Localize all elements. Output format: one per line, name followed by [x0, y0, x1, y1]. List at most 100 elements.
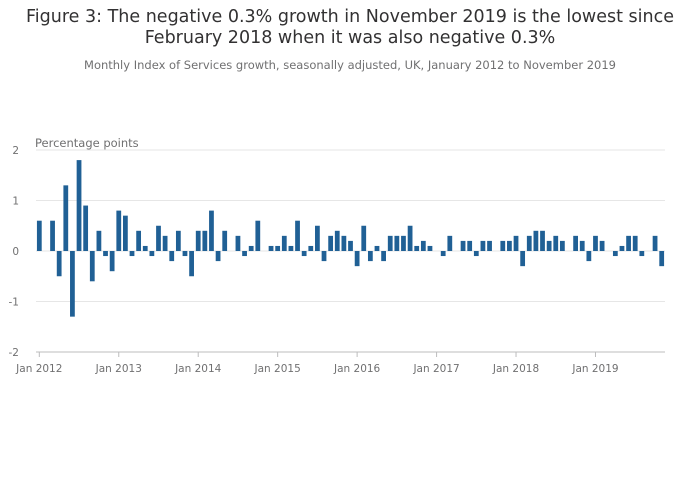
bar [440, 251, 446, 257]
x-tick-label: Jan 2016 [333, 363, 381, 375]
bars [36, 160, 665, 317]
y-tick-label: 2 [12, 145, 19, 157]
bar [36, 220, 42, 251]
bar [407, 225, 413, 251]
bar [288, 245, 294, 251]
bar [573, 235, 578, 251]
bar [116, 210, 122, 251]
bar [361, 225, 367, 251]
bar [248, 245, 254, 251]
bar [500, 240, 506, 251]
bar [513, 235, 519, 251]
bar [381, 251, 386, 262]
chart-subtitle: Monthly Index of Services growth, season… [84, 58, 616, 72]
bar [639, 251, 645, 257]
bar [599, 240, 605, 251]
bar [387, 235, 393, 251]
bar [76, 160, 82, 251]
y-tick-labels: 2 1 0 -1 -2 [9, 145, 19, 359]
bar [142, 245, 148, 251]
bar [103, 251, 108, 257]
y-tick-label: 1 [12, 196, 19, 208]
bar [83, 205, 89, 251]
bar [50, 220, 55, 251]
bar [242, 251, 247, 257]
y-axis-label: Percentage points [35, 136, 139, 150]
bar [162, 235, 168, 251]
bar [295, 220, 300, 251]
bar [619, 245, 625, 251]
bar [427, 245, 433, 251]
bar [129, 251, 135, 257]
bar [202, 230, 208, 251]
bar [235, 235, 241, 251]
bar [189, 251, 194, 277]
bar [209, 210, 214, 251]
y-tick-label: -2 [9, 347, 19, 359]
x-tick-label: Jan 2019 [571, 363, 618, 375]
x-tick-label: Jan 2014 [174, 363, 222, 375]
bar [281, 235, 287, 251]
chart-title: Figure 3: The negative 0.3% growth in No… [26, 7, 674, 48]
bar [348, 240, 353, 251]
bar [526, 235, 532, 251]
x-tick-labels: Jan 2012 Jan 2013 Jan 2014 Jan 2015 Jan 2016… [15, 352, 619, 375]
bar [195, 230, 201, 251]
x-tick-label: Jan 2018 [492, 363, 539, 375]
bar [149, 251, 155, 257]
bar [215, 251, 221, 262]
bar [394, 235, 400, 251]
bar [175, 230, 181, 251]
y-tick-label: -1 [9, 297, 19, 309]
bar [420, 240, 426, 251]
x-tick-label: Jan 2013 [95, 363, 142, 375]
bar [63, 185, 69, 251]
bar [559, 240, 565, 251]
gridlines [36, 149, 665, 302]
bar [473, 251, 479, 257]
bar [374, 245, 380, 251]
bar [612, 251, 618, 257]
bar [480, 240, 486, 251]
bar [533, 230, 539, 251]
bar [321, 251, 327, 262]
bar [447, 235, 453, 251]
bar [301, 251, 307, 257]
bar [123, 215, 128, 251]
bar [414, 245, 420, 251]
bar [341, 235, 347, 251]
bar [136, 230, 142, 251]
bar [315, 225, 320, 251]
bar [487, 240, 492, 251]
bar [70, 251, 75, 317]
bar [401, 235, 406, 251]
bar [109, 251, 115, 272]
bar [56, 251, 62, 277]
y-tick-label: 0 [12, 246, 19, 258]
bar [169, 251, 175, 262]
bar [268, 245, 274, 251]
bar [579, 240, 585, 251]
bar [540, 230, 545, 251]
bar [354, 251, 360, 267]
bar [467, 240, 473, 251]
bar [507, 240, 512, 251]
bar [553, 235, 559, 251]
bar [275, 245, 281, 251]
bar [659, 251, 665, 267]
bar [328, 235, 334, 251]
bar [626, 235, 631, 251]
x-tick-label: Jan 2017 [412, 363, 459, 375]
bar [460, 240, 466, 251]
bar [593, 235, 598, 251]
bar [156, 225, 161, 251]
bar [255, 220, 261, 251]
bar [520, 251, 526, 267]
bar [586, 251, 592, 262]
bar [96, 230, 102, 251]
x-tick-label: Jan 2015 [254, 363, 301, 375]
bar [222, 230, 228, 251]
bar [182, 251, 188, 257]
x-tick-label: Jan 2012 [15, 363, 62, 375]
